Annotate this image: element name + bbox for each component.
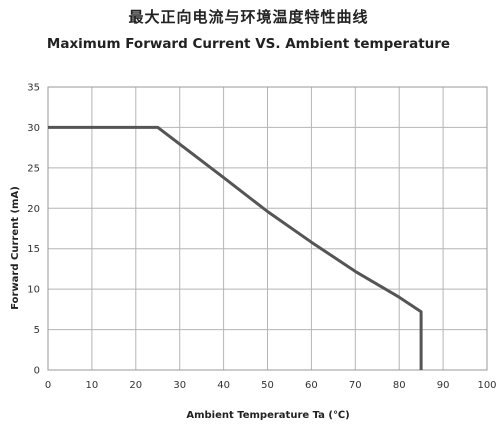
y-tick-label: 25: [27, 163, 40, 174]
x-tick-label: 30: [173, 380, 186, 391]
plot-border: [47, 86, 488, 371]
x-tick-label: 80: [393, 380, 406, 391]
y-axis-label: Forward Current (mA): [10, 186, 21, 310]
y-tick-label: 20: [27, 204, 40, 215]
y-tick-labels: 0 5 10 15 20 25 30 35: [27, 83, 40, 377]
x-tick-label: 90: [437, 380, 450, 391]
y-tick-label: 10: [27, 285, 40, 296]
y-tick-label: 5: [34, 325, 40, 336]
chart-title: 最大正向电流与环境温度特性曲线: [128, 8, 369, 26]
plot-frame: [47, 86, 488, 371]
x-tick-labels: 0 10 20 30 40 50 60 70 80 90 100: [45, 380, 497, 391]
x-tick-label: 40: [217, 380, 230, 391]
series-group: [47, 125, 423, 371]
x-tick-label: 20: [129, 380, 142, 391]
y-tick-label: 15: [27, 244, 40, 255]
chart-subtitle: Maximum Forward Current VS. Ambient temp…: [46, 36, 451, 52]
x-tick-label: 70: [349, 380, 362, 391]
y-tick-label: 0: [34, 366, 40, 377]
x-axis-label: Ambient Temperature Ta (℃): [186, 410, 349, 421]
x-tick-label: 10: [86, 380, 99, 391]
y-tick-label: 30: [27, 123, 40, 134]
x-tick-label: 0: [45, 380, 51, 391]
x-tick-label: 50: [261, 380, 274, 391]
series-line: [48, 125, 423, 370]
x-tick-label: 60: [305, 380, 318, 391]
x-tick-label: 100: [477, 380, 496, 391]
y-tick-label: 35: [27, 83, 40, 94]
